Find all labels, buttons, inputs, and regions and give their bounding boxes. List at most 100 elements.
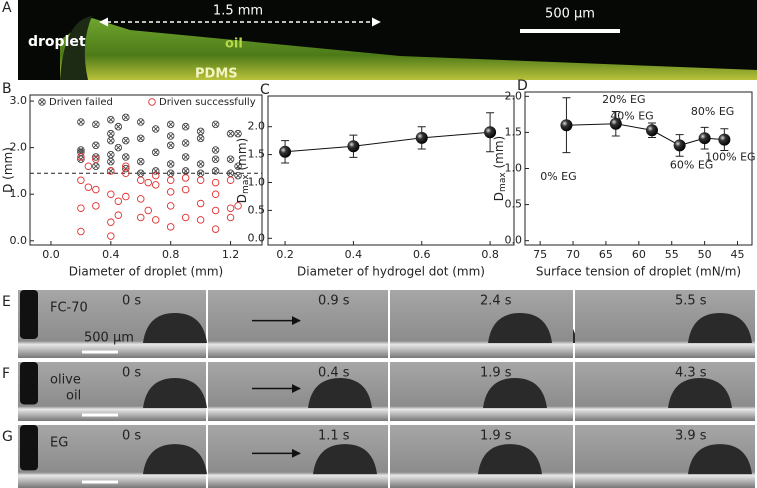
point [77, 204, 85, 212]
point [107, 232, 115, 240]
x-axis-label: Diameter of droplet (mm) [69, 265, 223, 279]
droplet [478, 444, 542, 475]
marker-cross [108, 168, 114, 174]
marker-circle [77, 227, 85, 236]
marker-circle [38, 98, 46, 106]
marker-circle [234, 162, 242, 171]
time-label: 2.4 s [480, 294, 512, 309]
droplet [143, 313, 207, 344]
time-label: 4.3 s [675, 366, 707, 381]
point [77, 118, 85, 126]
marker-cross [108, 138, 114, 144]
point-label: 80% EG [691, 105, 734, 118]
point [77, 227, 85, 236]
marker-circle [114, 197, 123, 205]
point [137, 213, 145, 222]
marker-cross [93, 163, 99, 169]
marker-circle [181, 185, 190, 194]
droplet-label: droplet [28, 34, 86, 50]
marker-cross [183, 140, 189, 146]
x-tick-label: 0.4 [345, 248, 363, 261]
point [166, 132, 175, 140]
marker-cross [108, 152, 114, 158]
marker-circle [234, 202, 242, 210]
y-tick-label: 2.0 [505, 89, 523, 102]
marker-circle [226, 204, 235, 212]
marker-circle [92, 120, 100, 129]
point [122, 113, 130, 122]
point [122, 169, 130, 178]
marker-circle [77, 204, 85, 212]
marker-circle [211, 190, 220, 198]
marker-circle [77, 155, 85, 164]
legend-label: Driven successfully [159, 97, 256, 108]
point [211, 190, 220, 198]
chart: 0.2 0.4 0.6 0.8 0.0 0.5 1.0 1.5 2.0 Diameter of h… [235, 82, 515, 279]
marker-cross [39, 99, 45, 105]
y-tick-label: 0.0 [248, 231, 266, 244]
y-tick-label: 1.0 [505, 162, 523, 175]
point [107, 136, 115, 145]
point [107, 167, 115, 175]
point [84, 162, 93, 171]
marker-cross [227, 131, 234, 137]
x-tick-label: 75 [533, 248, 547, 261]
x-tick-label: 1.2 [222, 248, 240, 261]
point [151, 125, 160, 133]
point [166, 160, 175, 168]
image-a [18, 0, 757, 80]
marker-circle [77, 153, 85, 161]
y-label-unit: (mm) [492, 136, 506, 173]
marker-cross [168, 121, 174, 127]
y-tick-label: 2.0 [10, 141, 28, 154]
marker-cross [198, 128, 204, 134]
point [92, 185, 100, 194]
marker-circle [137, 134, 145, 143]
point [92, 120, 100, 129]
marker-cross [212, 168, 219, 174]
marker-circle [92, 153, 100, 161]
marker-circle [137, 118, 145, 126]
point [122, 136, 130, 145]
marker-circle [107, 157, 115, 166]
marker-circle [107, 190, 115, 198]
point [92, 153, 100, 161]
marker-cross [153, 126, 159, 132]
point [77, 153, 85, 161]
time-label: 3.9 s [675, 429, 707, 444]
point [107, 115, 115, 124]
y-axis-label: D (mm) [1, 147, 15, 193]
point [234, 162, 242, 171]
y-label-sub: max [498, 172, 508, 192]
panel-label: C [260, 82, 270, 98]
marker-circle [166, 188, 175, 196]
marker-circle [166, 141, 175, 150]
photo-frame [208, 290, 388, 358]
marker-circle [92, 185, 100, 194]
marker-cross [78, 147, 84, 153]
photo-frame [390, 362, 573, 421]
point [226, 204, 235, 212]
marker-cross [93, 154, 99, 160]
y-tick-label: 3.0 [10, 94, 28, 107]
point [347, 140, 360, 153]
y-label-unit: (mm) [235, 138, 249, 175]
point-label: 40% EG [610, 109, 653, 122]
marker-circle [196, 199, 205, 208]
point [181, 122, 190, 131]
point [107, 150, 115, 159]
y-tick-label: 1.0 [10, 187, 28, 200]
marker-circle [166, 202, 175, 210]
marker-circle [151, 181, 160, 189]
marker-circle [151, 148, 160, 157]
marker-cross [227, 156, 234, 162]
marker-circle [181, 122, 190, 131]
point [181, 139, 190, 147]
point [166, 176, 175, 184]
x-tick-label: 70 [566, 248, 580, 261]
point [484, 126, 497, 139]
point [137, 157, 145, 166]
time-label: 0 s [122, 294, 141, 309]
marker-circle [148, 98, 156, 106]
x-axis-label: Surface tension of droplet (mN/m) [536, 265, 741, 279]
